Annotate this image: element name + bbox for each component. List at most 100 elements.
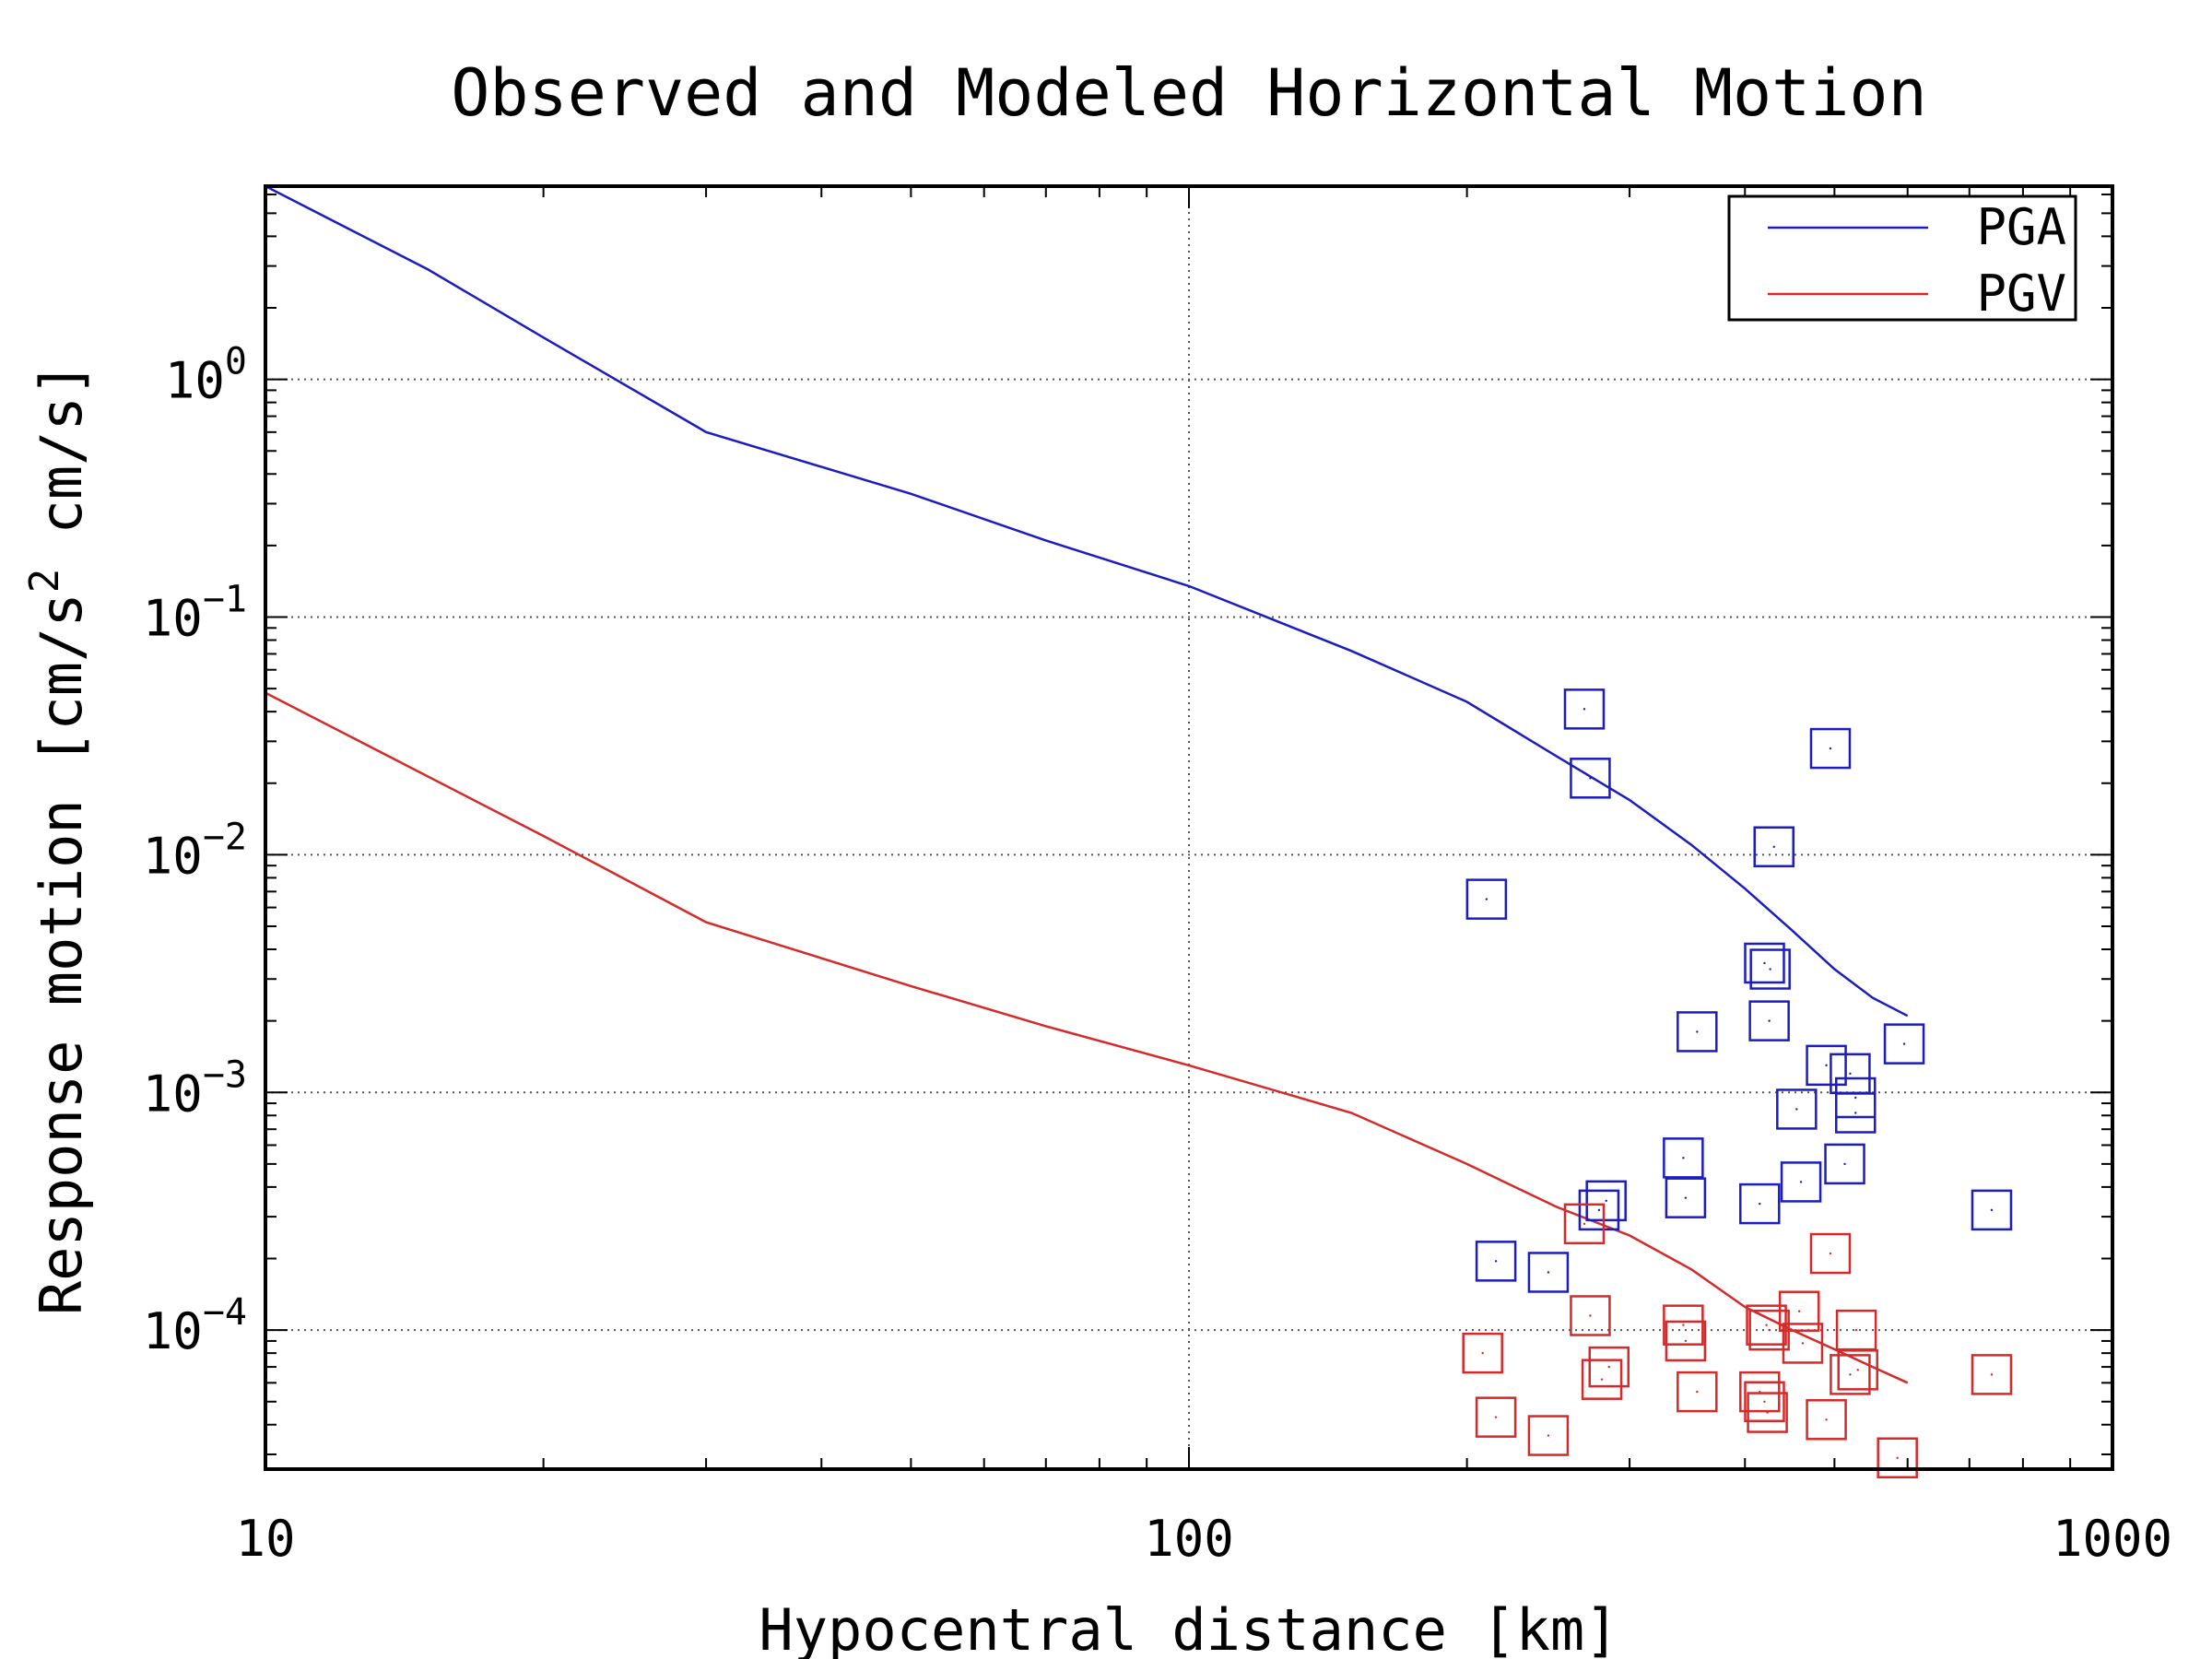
pga-observed-point-center <box>1696 1030 1699 1033</box>
pga-observed-point-center <box>1799 1181 1803 1183</box>
pgv-observed-point <box>1971 1354 2013 1395</box>
pgv-observed-point-center <box>1763 1400 1766 1403</box>
pgv-observed-point <box>1665 1320 1707 1362</box>
pgv-observed-point-center <box>1797 1310 1801 1312</box>
pgv-observed-point-center <box>1856 1369 1859 1371</box>
x-tick-label: 1000 <box>2053 1510 2172 1568</box>
pga-observed-point-center <box>1759 1202 1761 1206</box>
pgv-observed-point-center <box>1766 1411 1769 1414</box>
legend-pga-label: PGA <box>1976 198 2066 256</box>
pgv-observed-point-center <box>1849 1373 1852 1376</box>
pgv-observed-point <box>1809 1232 1852 1275</box>
pgv-observed-point <box>1782 1323 1824 1364</box>
pga-observed-point-center <box>1684 1196 1688 1199</box>
pgv-observed-point-center <box>1583 1222 1586 1226</box>
legend-box <box>1727 194 2077 322</box>
pgv-observed-point-center <box>1589 1314 1592 1317</box>
pgv-observed-point <box>1663 1304 1704 1346</box>
pga-observed-point <box>1739 1182 1781 1225</box>
pga-observed-point-center <box>1589 777 1592 780</box>
grid <box>265 186 2112 1469</box>
pgv-observed-point-center <box>1481 1351 1484 1355</box>
pgv-observed-point-center <box>1494 1416 1498 1418</box>
pga-observed-point <box>1971 1189 2013 1231</box>
pga-observed-point <box>1748 1000 1790 1041</box>
pgv-observed-point <box>1806 1399 1847 1441</box>
pga-observed-point-center <box>1583 708 1586 711</box>
pga-observed-point <box>1744 942 1785 984</box>
pga-observed-point <box>1824 1143 1865 1185</box>
pgv-observed-point-center <box>1682 1324 1685 1326</box>
pgv-observed-point-center <box>1600 1378 1604 1381</box>
chart-title: Observed and Modeled Horizontal Motion <box>451 55 1926 131</box>
pgv-observed-point-center <box>1547 1434 1550 1437</box>
pgv-observed-point <box>1581 1359 1623 1400</box>
y-axis-label-suffix: cm/s] <box>28 362 95 569</box>
pgv-observed-point <box>1527 1415 1570 1456</box>
pga-observed-point-center <box>1772 845 1775 848</box>
pga-observed-point-center <box>1763 961 1766 965</box>
pgv-observed-point <box>1588 1346 1630 1388</box>
pga-observed-point-center <box>1494 1260 1498 1263</box>
pgv-observed-point-center <box>1607 1365 1610 1369</box>
pgv-observed-point-center <box>1696 1390 1699 1394</box>
x-tick-label: 10 <box>235 1510 295 1568</box>
pgv-observed-point <box>1677 1371 1718 1413</box>
pgv-observed-point <box>1877 1437 1918 1479</box>
pgv-observed-point-center <box>1684 1339 1688 1343</box>
pgv-observed-point <box>1570 1295 1611 1336</box>
pga-model-line <box>265 186 1909 1018</box>
y-tick-label: 10−3 <box>143 1053 247 1123</box>
pga-observed-point-center <box>1682 1157 1685 1159</box>
legend-pgv-label: PGV <box>1976 265 2066 323</box>
pga-observed-point <box>1806 1044 1847 1087</box>
pgv-observed-point <box>1563 1203 1606 1245</box>
legend: PGA PGV <box>1727 194 2077 323</box>
pga-observed-point-center <box>1795 1108 1798 1111</box>
pga-observed-point-center <box>1769 968 1771 971</box>
y-tick-label: 10−1 <box>143 579 247 648</box>
pga-observed-point-center <box>1485 898 1488 900</box>
pga-observed-point-center <box>1768 1019 1771 1022</box>
pga-observed-point <box>1570 758 1611 799</box>
pgv-observed-point <box>1739 1371 1781 1413</box>
pgv-observed-point-center <box>1829 1252 1832 1255</box>
pga-observed-point <box>1475 1241 1517 1282</box>
y-tick-label: 10−2 <box>143 816 247 885</box>
pga-observed-point-center <box>1849 1072 1852 1076</box>
pgv-observed-point-center <box>1896 1456 1899 1459</box>
observed-points <box>1462 688 2013 1479</box>
pga-observed-point <box>1749 948 1791 990</box>
pga-observed-point-center <box>1854 1096 1857 1100</box>
model-curves <box>265 186 1909 1384</box>
y-axis-label: Response motion [cm/s2 cm/s] <box>21 362 96 1315</box>
pgv-observed-point-center <box>1825 1418 1828 1421</box>
pgv-observed-point-center <box>1765 1324 1768 1326</box>
pga-observed-point-center <box>1990 1208 1994 1212</box>
pga-observed-point <box>1527 1252 1570 1293</box>
pgv-observed-point-center <box>1801 1342 1805 1345</box>
pga-observed-point-center <box>1605 1199 1607 1203</box>
pga-observed-point <box>1780 1161 1822 1203</box>
pgv-observed-point <box>1475 1396 1517 1438</box>
axes-frame <box>264 184 2114 1471</box>
pga-observed-point-center <box>1902 1042 1906 1045</box>
pga-observed-point-center <box>1547 1271 1550 1274</box>
pgv-model-line <box>265 691 1909 1384</box>
pga-observed-point-center <box>1854 1112 1857 1114</box>
pga-observed-point-center <box>1843 1162 1846 1166</box>
pga-observed-point-center <box>1597 1208 1601 1212</box>
pga-observed-point <box>1776 1088 1818 1130</box>
pga-observed-point-center <box>1825 1064 1828 1067</box>
x-tick-label: 100 <box>1144 1510 1234 1568</box>
pga-observed-point <box>1753 826 1794 868</box>
pgv-observed-point-center <box>1990 1373 1994 1376</box>
pga-observed-point <box>1578 1189 1620 1231</box>
pgv-observed-point <box>1744 1381 1785 1423</box>
y-axis-label-prefix: Response motion [cm/s <box>28 593 95 1315</box>
y-tick-label: 10−4 <box>143 1291 247 1360</box>
pgv-observed-point <box>1462 1332 1503 1374</box>
pga-observed-point <box>1665 1177 1707 1218</box>
y-tick-label: 100 <box>165 341 247 410</box>
